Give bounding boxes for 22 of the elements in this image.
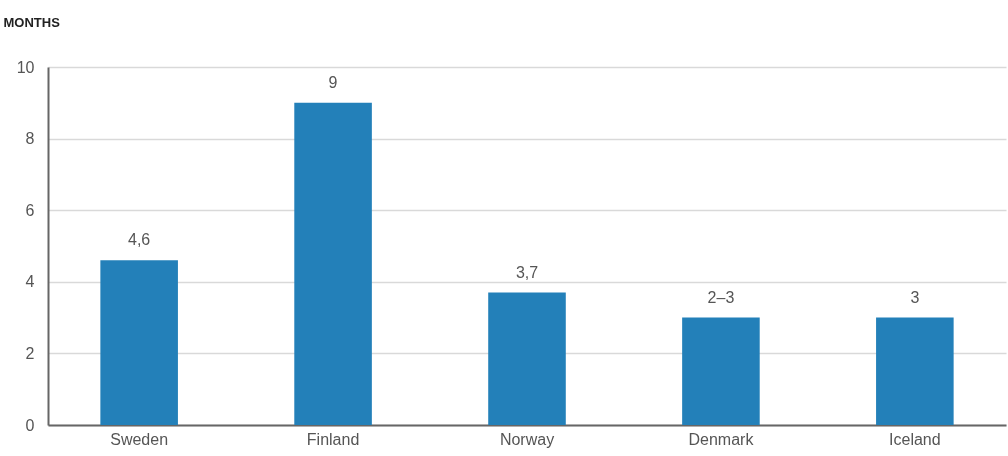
x-tick-label: Finland — [306, 430, 360, 448]
x-tick-label: Iceland — [889, 430, 941, 448]
y-tick-label: 10 — [16, 58, 35, 76]
data-label: 9 — [328, 73, 338, 91]
x-tick-label: Denmark — [688, 430, 755, 448]
bar — [100, 260, 178, 425]
bar — [488, 292, 566, 425]
y-tick-label: 2 — [25, 344, 35, 362]
data-label: 4,6 — [128, 231, 151, 249]
y-tick-label: 6 — [25, 201, 35, 219]
y-tick-label: 8 — [25, 130, 35, 148]
y-axis-title: MONTHS — [3, 14, 61, 30]
bar — [876, 317, 954, 425]
x-tick-label: Sweden — [110, 430, 169, 448]
y-tick-label: 4 — [25, 273, 35, 291]
data-label: 2–3 — [707, 288, 735, 306]
data-label: 3,7 — [515, 263, 539, 281]
bar — [294, 102, 372, 425]
x-tick-label: Norway — [499, 430, 555, 448]
data-label: 3 — [910, 288, 920, 306]
y-tick-label: 0 — [25, 416, 35, 434]
bar — [682, 317, 760, 425]
